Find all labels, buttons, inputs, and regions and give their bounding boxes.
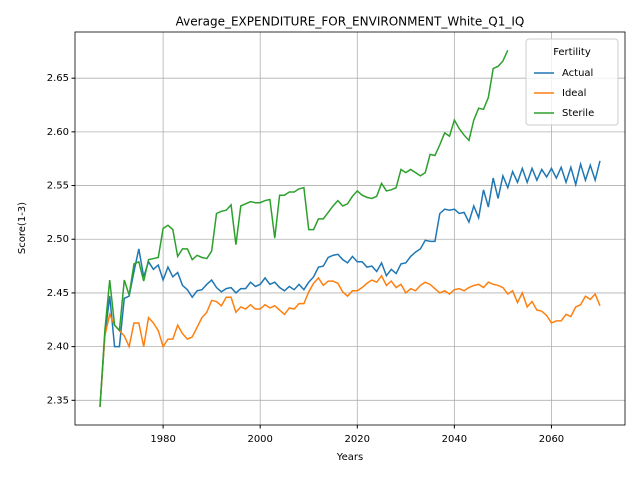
- y-tick-label: 2.65: [47, 73, 69, 84]
- x-tick-label: 2020: [345, 434, 370, 445]
- x-tick-label: 1980: [150, 434, 175, 445]
- x-tick-label: 2040: [442, 434, 467, 445]
- y-tick-label: 2.40: [47, 342, 69, 353]
- chart-title: Average_EXPENDITURE_FOR_ENVIRONMENT_Whit…: [176, 15, 525, 29]
- y-tick-label: 2.45: [47, 288, 69, 299]
- legend-box: [525, 38, 619, 126]
- series-line: [99, 274, 601, 407]
- series-line: [99, 160, 601, 407]
- x-tick-label: 2000: [247, 434, 272, 445]
- series-line: [99, 49, 509, 407]
- x-axis-label: Years: [336, 452, 363, 463]
- legend-label: Actual: [562, 68, 593, 79]
- legend-label: Ideal: [562, 88, 586, 99]
- x-tick-label: 2060: [539, 434, 564, 445]
- plot-frame: [74, 31, 626, 426]
- y-tick-label: 2.55: [47, 181, 69, 192]
- y-tick-label: 2.60: [47, 127, 69, 138]
- y-tick-label: 2.35: [47, 395, 69, 406]
- y-axis-label: Score(1-3): [17, 202, 28, 254]
- y-tick-label: 2.50: [47, 234, 69, 245]
- legend-label: Sterile: [562, 108, 594, 119]
- legend-title: Fertility: [553, 47, 591, 58]
